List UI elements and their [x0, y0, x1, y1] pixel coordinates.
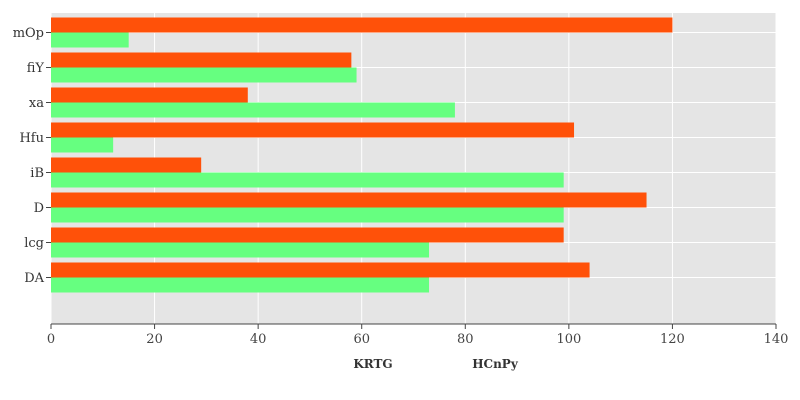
x-tick-label: 0: [47, 332, 55, 347]
x-tick-label: 40: [250, 332, 267, 347]
bar-KRTG-mOp: [51, 17, 673, 33]
bar-KRTG-DA: [51, 262, 590, 278]
bars: [51, 17, 673, 293]
bar-KRTG-Hfu: [51, 122, 575, 138]
y-category-label: iB: [30, 166, 44, 181]
y-category-label: mOp: [13, 26, 44, 41]
x-tick-label: 140: [764, 332, 789, 347]
y-category-label: fiY: [27, 61, 45, 76]
legend: KRTG HCnPy: [353, 357, 519, 371]
bar-HCnPy-lcg: [51, 242, 430, 258]
x-tick-label: 80: [457, 332, 474, 347]
x-tick-label: 100: [556, 332, 581, 347]
bar-HCnPy-iB: [51, 172, 564, 188]
bar-HCnPy-D: [51, 207, 564, 223]
bar-KRTG-xa: [51, 87, 248, 103]
bar-KRTG-iB: [51, 157, 202, 173]
y-category-label: lcg: [24, 236, 44, 251]
bar-HCnPy-fiY: [51, 67, 357, 83]
bar-KRTG-fiY: [51, 52, 352, 68]
x-axis-ticks: 0 20 40 60 80 100 120 140: [47, 324, 789, 347]
x-tick-label: 60: [353, 332, 370, 347]
y-category-label: DA: [24, 271, 44, 286]
bar-KRTG-D: [51, 192, 647, 208]
y-category-label: Hfu: [19, 131, 44, 146]
legend-label-KRTG: KRTG: [353, 357, 392, 371]
bar-KRTG-lcg: [51, 227, 564, 243]
y-category-label: D: [34, 201, 44, 216]
legend-label-HCnPy: HCnPy: [472, 357, 519, 371]
x-tick-label: 20: [146, 332, 163, 347]
bar-HCnPy-Hfu: [51, 137, 114, 153]
x-tick-label: 120: [660, 332, 685, 347]
y-category-label: xa: [29, 96, 44, 111]
bar-HCnPy-xa: [51, 102, 455, 118]
bar-HCnPy-DA: [51, 277, 430, 293]
bar-HCnPy-mOp: [51, 32, 129, 48]
